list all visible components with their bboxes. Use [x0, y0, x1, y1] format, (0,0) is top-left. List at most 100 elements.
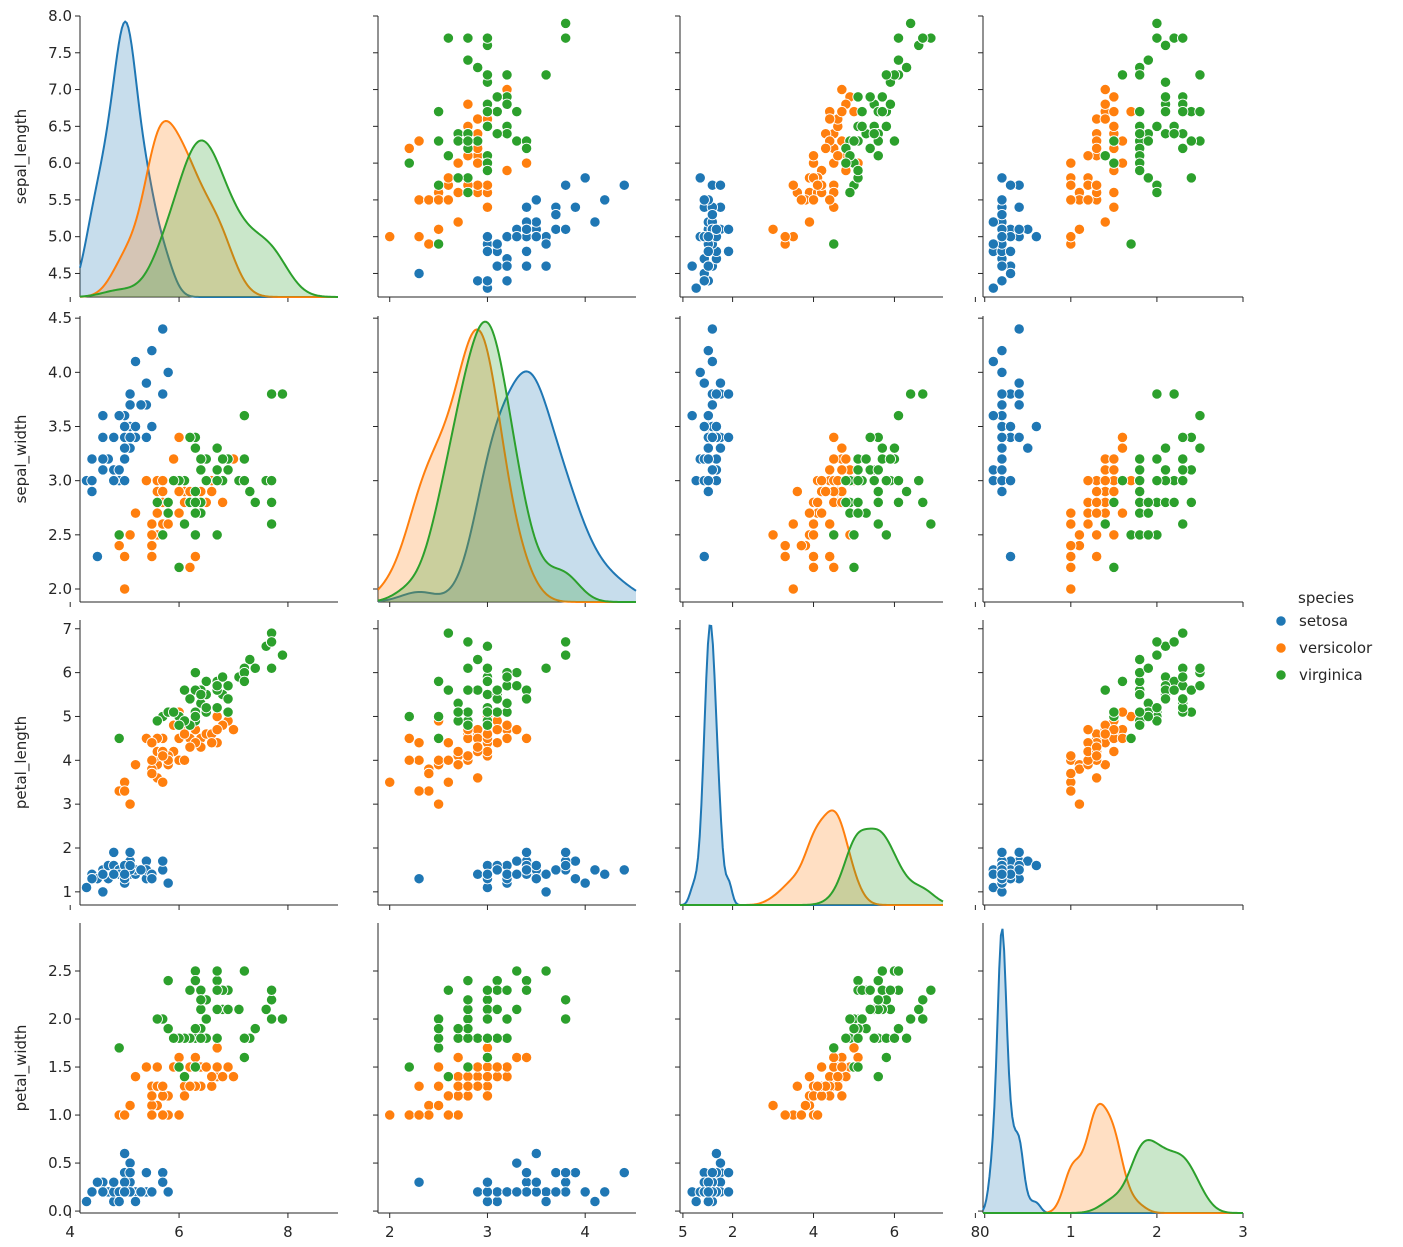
point-virginica — [892, 1022, 905, 1035]
point-versicolor — [413, 1080, 425, 1092]
point-versicolor — [442, 194, 455, 206]
point-virginica — [868, 475, 880, 487]
point-versicolor — [178, 754, 191, 766]
point-setosa — [987, 410, 999, 422]
point-virginica — [151, 715, 163, 727]
point-virginica — [900, 61, 913, 74]
point-virginica — [1159, 105, 1172, 118]
point-versicolor — [184, 561, 196, 573]
point-virginica — [892, 410, 905, 422]
point-virginica — [892, 475, 905, 487]
point-setosa — [481, 1195, 494, 1208]
point-virginica — [113, 1042, 125, 1054]
point-virginica — [151, 1013, 163, 1025]
point-versicolor — [118, 785, 131, 797]
point-virginica — [852, 974, 864, 987]
point-versicolor — [227, 723, 240, 736]
point-setosa — [472, 868, 484, 880]
point-setosa — [86, 453, 98, 465]
point-setosa — [702, 485, 714, 498]
point-virginica — [856, 1013, 868, 1025]
point-virginica — [403, 157, 415, 169]
point-setosa — [157, 1176, 169, 1188]
point-setosa — [694, 366, 706, 378]
point-virginica — [481, 706, 494, 718]
point-virginica — [1134, 453, 1146, 465]
point-setosa — [520, 245, 533, 258]
point-virginica — [1134, 688, 1146, 701]
point-virginica — [1134, 719, 1146, 731]
point-setosa — [706, 323, 719, 335]
point-setosa — [118, 868, 131, 880]
point-setosa — [540, 1186, 552, 1198]
point-setosa — [511, 868, 523, 880]
point-virginica — [265, 388, 278, 400]
point-setosa — [618, 1167, 630, 1179]
point-versicolor — [811, 1080, 824, 1092]
point-versicolor — [820, 142, 832, 155]
kde-line-virginica — [79, 139, 339, 298]
point-virginica — [432, 105, 445, 118]
point-virginica — [501, 128, 513, 140]
point-setosa — [540, 868, 552, 880]
point-virginica — [917, 1013, 929, 1025]
kde-area-virginica — [378, 321, 636, 602]
point-virginica — [872, 464, 884, 476]
point-versicolor — [432, 1080, 445, 1092]
point-versicolor — [1108, 186, 1120, 199]
point-versicolor — [836, 83, 848, 96]
point-virginica — [462, 994, 474, 1006]
y-tick-label: 7.0 — [48, 81, 72, 99]
point-virginica — [852, 496, 864, 508]
point-versicolor — [384, 1109, 396, 1121]
point-virginica — [481, 1032, 494, 1044]
point-setosa — [86, 475, 98, 487]
point-setosa — [686, 410, 698, 422]
point-versicolor — [157, 485, 169, 498]
point-versicolor — [791, 485, 803, 498]
point-virginica — [167, 706, 180, 718]
point-versicolor — [1090, 507, 1103, 519]
point-virginica — [892, 496, 905, 508]
point-setosa — [1013, 377, 1025, 389]
point-setosa — [135, 1186, 147, 1198]
point-versicolor — [413, 785, 425, 797]
point-setosa — [996, 846, 1008, 859]
point-virginica — [840, 1032, 852, 1044]
point-virginica — [472, 1032, 484, 1044]
point-versicolor — [501, 1061, 513, 1073]
y-tick-label: 0.0 — [48, 1202, 72, 1220]
point-versicolor — [511, 1051, 523, 1064]
point-virginica — [1134, 653, 1146, 666]
point-versicolor — [129, 507, 142, 519]
point-setosa — [157, 855, 169, 867]
point-setosa — [702, 245, 714, 258]
point-virginica — [211, 702, 223, 714]
point-versicolor — [1090, 142, 1103, 155]
point-virginica — [481, 994, 494, 1006]
point-virginica — [501, 69, 513, 81]
point-virginica — [884, 453, 897, 465]
point-versicolor — [1099, 83, 1111, 96]
point-virginica — [462, 706, 474, 718]
point-virginica — [852, 507, 864, 519]
point-setosa — [996, 231, 1008, 243]
point-virginica — [559, 649, 572, 661]
point-virginica — [520, 974, 533, 987]
point-versicolor — [1065, 540, 1077, 552]
point-virginica — [1108, 157, 1120, 169]
point-setosa — [118, 1176, 131, 1188]
point-versicolor — [520, 732, 533, 745]
point-virginica — [462, 32, 474, 44]
point-setosa — [1004, 475, 1017, 487]
point-versicolor — [423, 238, 435, 250]
panel-petal_width-vs-petal_length: 2 4 6 8 — [675, 923, 980, 1241]
point-virginica — [1168, 684, 1180, 696]
point-virginica — [452, 135, 464, 147]
point-versicolor — [413, 754, 425, 766]
point-virginica — [432, 1032, 445, 1044]
point-virginica — [884, 98, 897, 110]
point-setosa — [996, 431, 1008, 443]
point-versicolor — [472, 1070, 484, 1083]
point-versicolor — [146, 1090, 158, 1102]
